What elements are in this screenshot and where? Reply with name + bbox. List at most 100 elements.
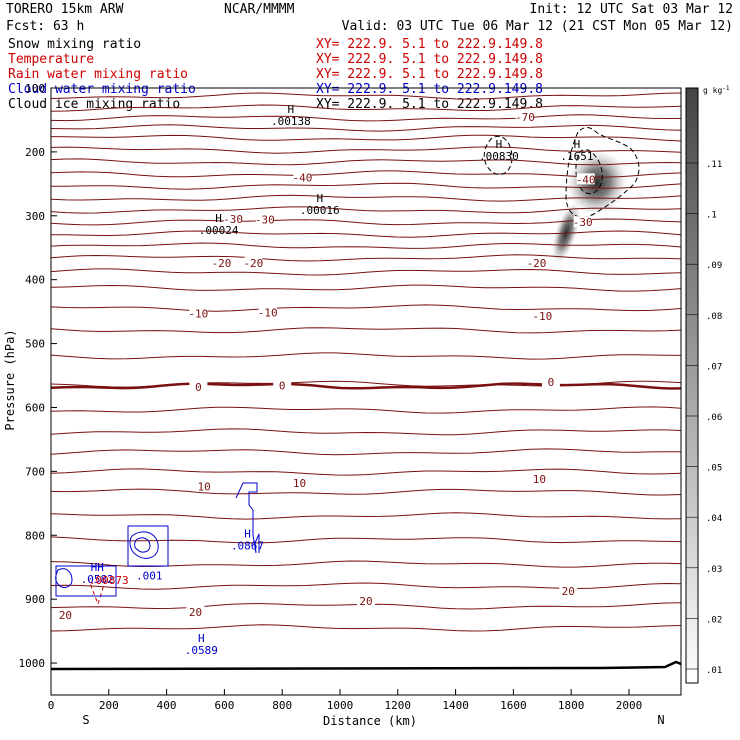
cloud-ice-contour	[483, 136, 513, 175]
extremum-value: .00016	[300, 204, 340, 217]
extremum-value: .0582	[81, 573, 114, 586]
y-tick-label: 300	[25, 210, 45, 223]
isotherm-line	[51, 230, 681, 238]
colorbar-ticks: .01 .02 .03 .04 .05 .06 .07 .08 .09 .1 .11	[686, 160, 722, 676]
colorbar-unit-base: g kg	[703, 86, 722, 95]
isotherm-line	[51, 468, 681, 476]
contour-label-bg	[573, 216, 592, 228]
surface-line	[51, 660, 681, 671]
temperature-contour-label: -10	[188, 308, 208, 321]
contour-label-bg	[576, 173, 595, 185]
temperature-contour-labels: -70 -40 -40 -30 -30 -30 -20 -20 -20 -10 -10 -10 0 0 0 1…	[56, 110, 596, 622]
isotherm-line	[51, 352, 681, 360]
colorbar-tick-label: .06	[706, 413, 722, 423]
colorbar-tick-label: .08	[706, 312, 722, 322]
x-tick-label: 800	[272, 699, 292, 712]
y-tick-label: 600	[25, 401, 45, 414]
contour-label-bg	[515, 110, 534, 122]
extremum-value: .00830	[479, 150, 519, 163]
cloud-water-contour	[243, 482, 260, 554]
y-tick-label: 100	[25, 82, 45, 95]
extremum-marker: H	[244, 528, 251, 541]
extremum-value: .1651	[560, 150, 593, 163]
temperature-contour-label: -30	[223, 213, 243, 226]
isotherm-line	[51, 254, 681, 262]
contour-label-bg	[255, 213, 274, 225]
colorbar-unit: g kg-1	[703, 85, 730, 95]
contour-label-bg	[293, 171, 312, 183]
colorbar-tick-label: .09	[706, 261, 722, 271]
snow-shading-core	[566, 150, 628, 216]
isotherm-line	[51, 428, 681, 436]
center-title: NCAR/MMMM	[224, 2, 295, 17]
extremum-marker: H	[496, 138, 503, 151]
isotherm-line	[51, 488, 681, 496]
y-tick-label: 700	[25, 465, 45, 478]
legend-entry-xy: XY= 222.9. 5.1 to 222.9.149.8	[316, 67, 543, 82]
colorbar-tick-label: .05	[706, 464, 722, 474]
x-tick-label: 600	[214, 699, 234, 712]
x-axis-label: Distance (km)	[323, 714, 417, 728]
north-label: N	[657, 713, 664, 727]
cloud-water-contour	[235, 482, 244, 499]
contour-label-bg	[244, 257, 263, 269]
contour-label-bg	[224, 212, 243, 224]
y-tick-label: 400	[25, 274, 45, 287]
extremum-marker: H	[198, 632, 205, 645]
temperature-contour-label: 20	[59, 609, 72, 622]
isotherm-line	[51, 124, 681, 132]
extremum-value: .00138	[271, 115, 311, 128]
extremum-value: .0589	[185, 644, 218, 657]
contour-label-bg	[559, 584, 578, 596]
temperature-contour-label: 20	[359, 595, 372, 608]
colorbar-unit-exponent: -1	[722, 85, 730, 92]
legend-entry-xy: XY= 222.9. 5.1 to 222.9.149.8	[316, 52, 543, 67]
temperature-contour-label: 0	[279, 380, 286, 393]
isotherm-line	[51, 104, 681, 112]
colorbar-ramp	[685, 87, 699, 684]
y-tick-label: 500	[25, 338, 45, 351]
y-axis: 100 200 300 400 500 600 700 800 900 1000	[19, 82, 57, 670]
isotherm-line	[51, 134, 681, 142]
isotherm-line	[51, 170, 681, 178]
isotherm-line	[51, 268, 681, 276]
x-tick-label: 1000	[327, 699, 354, 712]
cloud-water-contour	[127, 525, 169, 567]
contour-label-bg	[357, 595, 375, 607]
temperature-contour-label: -20	[212, 257, 232, 270]
temperature-contour-label: -40	[576, 173, 596, 186]
temperature-contour-label: 0	[548, 376, 555, 389]
isotherm-line	[51, 448, 681, 456]
contour-label-bg	[530, 473, 549, 485]
cloud-ice-contour	[565, 127, 640, 218]
contour-label-bg	[258, 306, 277, 318]
figure-header: TORERO 15km ARW NCAR/MMMM Init: 12 UTC S…	[6, 2, 733, 34]
isotherm-line	[51, 327, 681, 334]
extremum-value: .00024	[199, 224, 239, 237]
x-tick-label: 0	[48, 699, 55, 712]
temperature-contour-label: 0	[195, 381, 202, 394]
contour-label-bg	[290, 476, 309, 488]
isotherm-line	[51, 304, 681, 312]
isotherm-line	[51, 182, 681, 190]
temperature-contour-label: 20	[562, 585, 575, 598]
temperature-contour-label: -10	[258, 306, 278, 319]
extremum-marker: H	[316, 192, 323, 205]
temperature-contour-label: -10	[532, 310, 552, 323]
colorbar-tick-label: .11	[706, 160, 722, 170]
legend-entry-label: Cloud water mixing ratio	[8, 82, 196, 97]
x-tick-label: 1200	[385, 699, 412, 712]
contour-label-bg	[56, 609, 75, 621]
colorbar: .01 .02 .03 .04 .05 .06 .07 .08 .09 .1 .11 g kg-1	[685, 85, 730, 684]
colorbar-tick-label: .02	[706, 615, 722, 625]
isotherm-line	[51, 536, 681, 544]
y-tick-label: 800	[25, 529, 45, 542]
temperature-contour-label: 10	[533, 473, 546, 486]
temperature-contour-label: -30	[573, 216, 593, 229]
model-title: TORERO 15km ARW	[6, 2, 124, 17]
valid-time: Valid: 03 UTC Tue 06 Mar 12 (21 CST Mon …	[342, 19, 733, 34]
colorbar-tick-label: .01	[706, 666, 722, 676]
temperature-contour-label: -20	[243, 257, 263, 270]
plot-area: -70 -40 -40 -30 -30 -30 -20 -20 -20 -10 -10 -10 0 0 0 1…	[50, 87, 682, 696]
x-tick-label: 400	[157, 699, 177, 712]
